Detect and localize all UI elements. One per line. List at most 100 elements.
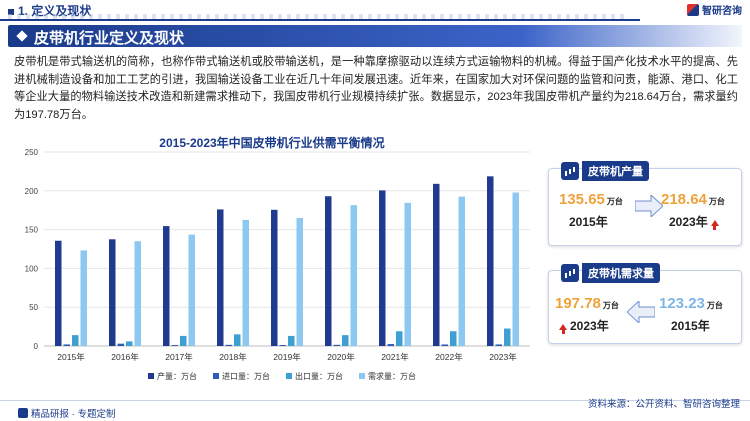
- bar: [72, 335, 79, 346]
- header-arrow-pattern: [8, 14, 628, 19]
- up-arrow-icon: [559, 323, 567, 334]
- bar-chart-icon: [561, 264, 579, 282]
- bar: [171, 345, 178, 346]
- bar: [325, 196, 332, 346]
- production-2015-value: 135.65 万台: [559, 191, 623, 209]
- report-icon: [18, 408, 28, 418]
- x-tick-label: 2016年: [111, 352, 139, 362]
- bar: [379, 190, 386, 346]
- bar: [512, 192, 519, 346]
- supply-demand-bar-chart: 0 50 100 150 200 250 2015年 2016年 2017年 2018年 2019年…: [25, 148, 530, 381]
- production-2015-unit: 万台: [606, 197, 623, 206]
- demand-2023-unit: 万台: [602, 301, 619, 310]
- square-bullet-icon: [8, 8, 14, 15]
- demand-2023-value: 197.78 万台: [555, 295, 619, 313]
- x-tick-label: 2017年: [165, 352, 193, 362]
- y-tick-label: 50: [29, 303, 38, 312]
- production-2023-value: 218.64 万台: [661, 191, 725, 209]
- y-tick-label: 100: [25, 264, 39, 273]
- x-tick-label: 2019年: [273, 352, 301, 362]
- production-2023-number: 218.64: [661, 191, 707, 208]
- source-note: 资料来源：公开资料、智研咨询整理: [587, 399, 740, 410]
- y-tick-label: 200: [25, 187, 39, 196]
- chart-title: 2015-2023年中国皮带机行业供需平衡情况: [159, 136, 385, 150]
- bar: [288, 335, 295, 346]
- x-tick-label: 2018年: [219, 352, 247, 362]
- legend-label: 需求量：万台: [368, 371, 416, 381]
- bar: [55, 240, 62, 346]
- top-header: 1. 定义及现状 智研咨询: [0, 0, 750, 20]
- demand-2023-year-text: 2023年: [570, 319, 609, 333]
- footer-left: 精品研报 · 专题定制: [18, 406, 115, 420]
- bar: [458, 196, 465, 346]
- banner-title: 皮带机行业定义及现状: [34, 30, 185, 47]
- x-tick-label: 2022年: [435, 352, 463, 362]
- x-tick-label: 2020年: [327, 352, 355, 362]
- production-2023-year-text: 2023年: [669, 215, 708, 229]
- footer-left-text: 精品研报 · 专题定制: [31, 409, 116, 420]
- legend-swatch: [286, 373, 292, 379]
- y-tick-label: 250: [25, 148, 39, 157]
- legend-label: 出口量：万台: [295, 371, 343, 381]
- demand-2023-number: 197.78: [555, 295, 601, 312]
- bar: [80, 250, 87, 346]
- section-banner: 皮带机行业定义及现状: [8, 25, 742, 47]
- bar: [296, 217, 303, 346]
- demand-2015-number: 123.23: [659, 295, 705, 312]
- demand-2015-year: 2015年: [671, 319, 710, 333]
- diamond-icon: [16, 30, 28, 42]
- bar: [433, 183, 440, 346]
- production-card-header: 皮带机产量: [561, 161, 649, 181]
- bar: [134, 241, 141, 346]
- bar: [396, 331, 403, 346]
- y-tick-label: 0: [34, 342, 39, 351]
- production-2023-year: 2023年: [669, 213, 719, 230]
- intro-paragraph: 皮带机是带式输送机的简称，也称作带式输送机或胶带输送机，是一种靠摩擦驱动以连续方…: [14, 56, 738, 121]
- demand-2015-unit: 万台: [706, 301, 723, 310]
- bar: [242, 219, 249, 346]
- bar: [63, 344, 70, 346]
- left-arrow-icon: [627, 301, 655, 323]
- bar: [217, 209, 224, 346]
- legend-swatch: [359, 373, 365, 379]
- bar: [342, 335, 349, 346]
- bar: [504, 328, 511, 346]
- y-tick-label: 150: [25, 226, 39, 235]
- logo-text: 智研咨询: [702, 6, 742, 17]
- bar: [404, 202, 411, 346]
- bar: [441, 344, 448, 346]
- up-arrow-icon: [710, 219, 719, 230]
- brand-logo: 智研咨询: [687, 2, 742, 17]
- demand-2015-value: 123.23 万台: [659, 295, 723, 313]
- production-card-label: 皮带机产量: [582, 161, 649, 181]
- x-tick-label: 2023年: [489, 352, 517, 362]
- legend-label: 产量：万台: [157, 371, 197, 381]
- bar: [350, 205, 357, 346]
- bar-chart-icon: [561, 162, 579, 180]
- demand-2023-year: 2023年: [559, 317, 609, 334]
- bar: [279, 344, 286, 346]
- bar: [163, 226, 170, 346]
- bar: [225, 344, 232, 346]
- bar: [188, 234, 195, 346]
- legend-swatch: [148, 373, 154, 379]
- bar: [387, 344, 394, 346]
- demand-card-label: 皮带机需求量: [582, 263, 660, 283]
- bar: [450, 331, 457, 346]
- bar: [495, 344, 502, 346]
- bar: [180, 335, 187, 346]
- bar: [333, 344, 340, 346]
- production-2015-year: 2015年: [569, 215, 608, 229]
- bar: [117, 343, 124, 346]
- bar: [126, 341, 133, 346]
- production-2023-unit: 万台: [708, 197, 725, 206]
- bar: [487, 176, 494, 346]
- bar: [271, 209, 278, 346]
- demand-card-header: 皮带机需求量: [561, 263, 660, 283]
- production-card: 皮带机产量 135.65 万台 2015年 218.64 万台 2023年: [548, 161, 742, 246]
- right-arrow-icon: [635, 195, 663, 217]
- bar: [234, 334, 241, 346]
- bar: [109, 239, 116, 346]
- x-tick-label: 2015年: [57, 352, 85, 362]
- header-divider: [0, 19, 640, 21]
